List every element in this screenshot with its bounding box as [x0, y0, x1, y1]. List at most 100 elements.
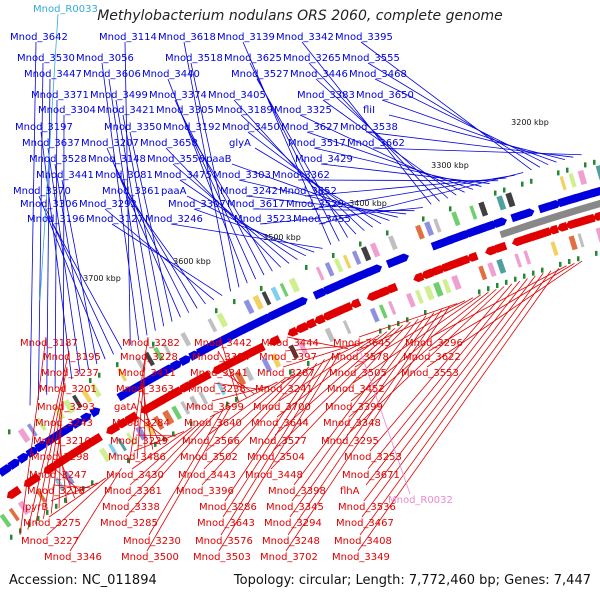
reverse-gene-arrow — [268, 335, 282, 346]
feature-dash — [541, 267, 544, 273]
forward-leader-line — [127, 195, 206, 305]
reverse-gene-label: Mnod_3448 — [245, 470, 303, 481]
reverse-leader-line — [217, 350, 247, 398]
reverse-gene-label: Mnod_3341 — [190, 368, 248, 379]
reverse-leader-line — [280, 338, 372, 384]
forward-gene-label: Mnod_3662 — [347, 138, 405, 149]
feature-dash — [233, 299, 236, 305]
feature-dash — [487, 286, 490, 292]
forward-cog-strip — [81, 388, 93, 404]
forward-gene-label: Mnod_3361 — [102, 186, 160, 197]
reverse-cog-strip — [0, 513, 12, 528]
forward-cog-strip — [315, 266, 325, 281]
forward-leader-line — [101, 62, 140, 341]
rna-leader-line — [359, 349, 411, 495]
forward-gene-label: Mnod_3342 — [276, 32, 334, 43]
forward-gene-label: Mnod_3529 — [286, 199, 344, 210]
reverse-gene-label: Mnod_3230 — [123, 536, 181, 547]
reverse-leader-line — [278, 334, 380, 402]
feature-dash — [260, 285, 263, 291]
reverse-gene-label: Mnod_3363 — [116, 384, 174, 395]
reverse-leader-line — [19, 336, 47, 536]
forward-leader-line — [63, 114, 65, 385]
reverse-cog-strip — [451, 274, 462, 291]
position-mark-label: 3200 kbp — [511, 118, 549, 127]
reverse-gene-label: Mnod_3227 — [21, 536, 79, 547]
forward-leader-line — [299, 114, 465, 193]
reverse-leader-line — [133, 431, 185, 452]
forward-gene-label: Mnod_3606 — [83, 69, 141, 80]
forward-gene-label: paaA — [161, 186, 187, 197]
forward-cog-strip — [595, 165, 600, 180]
reverse-gene-label: Mnod_3700 — [253, 402, 311, 413]
reverse-gene-arrow — [106, 422, 121, 435]
reverse-gene-label: Mnod_3187 — [20, 338, 78, 349]
reverse-gene-label: Mnod_3298 — [31, 452, 89, 463]
forward-leader-line — [297, 179, 499, 182]
forward-gene-label: Mnod_3441 — [36, 170, 94, 181]
forward-cog-strip — [568, 172, 577, 188]
reverse-leader-line — [203, 370, 302, 470]
reverse-gene-label: Mnod_3228 — [120, 352, 178, 363]
reverse-gene-label: Mnod_3237 — [41, 368, 99, 379]
reverse-gene-arrow — [537, 227, 552, 238]
reverse-gene-label: flhA — [340, 486, 360, 497]
reverse-cog-strip — [189, 395, 201, 410]
feature-dash — [530, 178, 533, 184]
forward-gene-label: Mnod_3192 — [163, 122, 221, 133]
forward-leader-line — [174, 99, 257, 280]
feature-dash — [37, 515, 40, 521]
forward-gene-label: Mnod_3517 — [288, 138, 346, 149]
reverse-gene-label: Mnod_3394 — [192, 352, 250, 363]
reverse-leader-line — [426, 260, 583, 368]
forward-gene-label: glyA — [229, 138, 251, 149]
forward-gene-arrow — [122, 384, 140, 398]
reverse-leader-line — [354, 297, 474, 368]
forward-gene-label: Mnod_3625 — [224, 53, 282, 64]
forward-gene-arrow — [547, 200, 561, 211]
forward-cog-strip — [26, 423, 38, 437]
forward-gene-label: Mnod_3405 — [208, 90, 266, 101]
reverse-cog-strip — [126, 432, 137, 446]
reverse-gene-arrow — [123, 411, 139, 425]
reverse-gene-label: Mnod_3502 — [180, 452, 238, 463]
forward-gene-arrow — [34, 440, 48, 453]
forward-gene-arrow — [493, 217, 508, 228]
reverse-leader-line — [356, 300, 466, 352]
reverse-gene-label: Mnod_3699 — [186, 402, 244, 413]
forward-gene-label: Mnod_3350 — [104, 122, 162, 133]
forward-cog-strip — [505, 192, 516, 208]
forward-gene-arrow — [0, 464, 12, 477]
reverse-leader-line — [287, 309, 442, 536]
accession-text: Accession: NC_011894 — [9, 573, 157, 588]
reverse-gene-label: Mnod_3285 — [100, 518, 158, 529]
reverse-leader-line — [128, 336, 149, 464]
reverse-gene-label: Mnod_3644 — [251, 418, 309, 429]
reverse-gene-label: Mnod_3287 — [257, 368, 315, 379]
feature-dash — [505, 279, 508, 285]
forward-leader-line — [120, 179, 198, 309]
reverse-gene-label: Mnod_3275 — [23, 518, 81, 529]
reverse-leader-line — [369, 283, 513, 452]
reverse-cog-strip — [478, 265, 488, 281]
reverse-gene-label: Mnod_3295 — [321, 436, 379, 447]
reverse-gene-arrow — [457, 255, 471, 266]
forward-gene-label: Mnod_3527 — [231, 69, 289, 80]
position-mark-label: 3700 kbp — [83, 274, 121, 283]
reverse-leader-line — [215, 366, 255, 395]
forward-gene-label: Mnod_3127 — [86, 214, 144, 225]
reverse-cog-strip — [424, 285, 435, 301]
reverse-cog-strip — [297, 340, 308, 355]
forward-gene-label: Mnod_3555 — [342, 53, 400, 64]
forward-cog-strip — [252, 294, 264, 310]
reverse-gene-arrow — [248, 342, 266, 356]
forward-leader-line — [115, 99, 156, 331]
forward-leader-line — [252, 208, 415, 212]
forward-gene-label: Mnod_3523 — [234, 214, 292, 225]
feature-dash — [332, 252, 335, 258]
forward-gene-label: Mnod_3421 — [97, 105, 155, 116]
reverse-cog-strip — [243, 366, 255, 382]
forward-gene-label: Mnod_3081 — [95, 170, 153, 181]
forward-cog-strip — [369, 242, 381, 258]
forward-gene-label: Mnod_3429 — [295, 154, 353, 165]
